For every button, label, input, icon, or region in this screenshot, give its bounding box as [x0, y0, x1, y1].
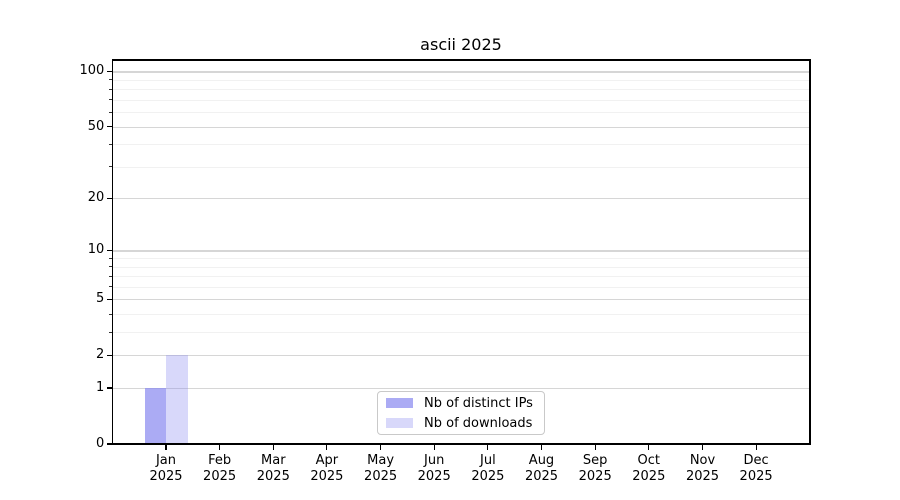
x-tick	[594, 444, 596, 450]
spine-left	[111, 60, 114, 444]
gridline-major	[113, 250, 809, 252]
x-tick	[433, 444, 435, 450]
y-tick-label: 1	[96, 380, 105, 395]
spine-top	[111, 59, 811, 61]
gridline-minor	[113, 89, 809, 91]
legend-label-distinct-ips: Nb of distinct IPs	[424, 395, 533, 411]
gridline-minor	[113, 314, 809, 316]
y-minor-tick	[108, 143, 112, 145]
y-tick	[106, 354, 112, 356]
x-tick-label: Apr 2025	[310, 452, 344, 485]
x-tick-label: Jun 2025	[417, 452, 451, 485]
x-tick-label: May 2025	[364, 452, 398, 485]
gridline-minor	[113, 112, 809, 114]
y-minor-tick	[108, 331, 112, 333]
chart-title: ascii 2025	[420, 35, 502, 54]
x-tick-label: Nov 2025	[685, 452, 720, 485]
legend-item-distinct-ips: Nb of distinct IPs	[386, 393, 544, 413]
y-minor-tick	[108, 286, 112, 288]
gridline-minor	[113, 276, 809, 278]
x-tick	[272, 444, 274, 450]
x-tick	[701, 444, 704, 450]
y-tick-label: 0	[96, 436, 105, 451]
y-minor-tick	[108, 99, 112, 101]
gridline-major	[113, 71, 809, 73]
legend: Nb of distinct IPs Nb of downloads	[377, 391, 545, 435]
spine-right	[809, 60, 811, 444]
x-tick	[165, 444, 167, 450]
bar-series0-month0	[144, 388, 166, 444]
y-tick-label: 100	[79, 63, 105, 79]
y-tick	[106, 387, 112, 389]
legend-swatch-downloads	[386, 418, 413, 428]
spine-bottom	[111, 443, 811, 445]
x-tick	[648, 444, 650, 450]
gridline-major	[113, 126, 809, 128]
y-minor-tick	[108, 266, 112, 268]
x-tick	[219, 444, 221, 450]
y-tick-label: 50	[87, 118, 105, 134]
gridline-minor	[113, 79, 809, 81]
gridline-major	[113, 299, 809, 301]
x-tick-label: Sep 2025	[578, 452, 612, 485]
x-tick	[487, 444, 489, 450]
y-tick	[106, 298, 112, 300]
x-tick-label: Dec 2025	[739, 452, 773, 485]
legend-swatch-distinct-ips	[386, 398, 413, 408]
gridline-major	[113, 198, 809, 200]
y-tick-label: 20	[87, 190, 105, 206]
x-tick	[755, 444, 757, 450]
x-tick-label: Jan 2025	[149, 452, 183, 485]
x-tick-label: Mar 2025	[256, 452, 290, 485]
x-tick	[326, 444, 328, 450]
gridline-minor	[113, 258, 809, 260]
gridline-minor	[113, 99, 809, 101]
y-minor-tick	[108, 88, 112, 90]
y-tick	[106, 443, 112, 445]
y-tick-label: 5	[96, 291, 105, 307]
gridline-major	[113, 355, 809, 357]
y-minor-tick	[108, 257, 112, 259]
x-tick-label: Feb 2025	[203, 452, 237, 485]
bar-series1-month0	[166, 355, 188, 444]
gridline-minor	[113, 266, 809, 268]
gridline-minor	[113, 166, 809, 168]
y-tick-label: 2	[96, 347, 105, 363]
y-tick	[106, 197, 112, 199]
y-minor-tick	[108, 313, 112, 315]
y-tick	[106, 70, 112, 72]
y-minor-tick	[108, 166, 112, 168]
legend-item-downloads: Nb of downloads	[386, 413, 544, 433]
y-tick	[106, 125, 112, 128]
gridline-minor	[113, 144, 809, 146]
gridline-major	[113, 388, 809, 390]
x-tick-label: Aug 2025	[524, 452, 559, 485]
y-minor-tick	[108, 275, 112, 277]
y-tick	[106, 249, 112, 251]
y-tick-label: 10	[87, 242, 105, 258]
x-tick-label: Oct 2025	[632, 452, 666, 485]
x-tick	[380, 444, 382, 450]
y-minor-tick	[108, 79, 112, 81]
gridline-minor	[113, 286, 809, 288]
y-minor-tick	[108, 111, 112, 113]
x-tick-label: Jul 2025	[471, 452, 505, 485]
gridline-minor	[113, 332, 809, 334]
legend-label-downloads: Nb of downloads	[424, 415, 533, 431]
x-tick	[540, 444, 543, 450]
